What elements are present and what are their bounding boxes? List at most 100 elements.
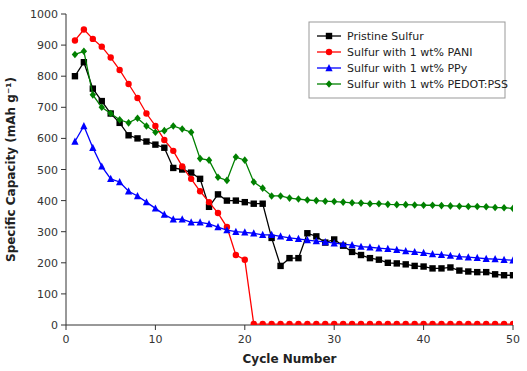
y-tick-label: 600	[37, 132, 58, 145]
y-tick-label: 200	[37, 257, 58, 270]
data-point	[394, 260, 400, 266]
data-point	[90, 91, 96, 99]
data-point	[125, 119, 131, 127]
y-tick-label: 900	[37, 39, 58, 52]
data-point	[215, 210, 221, 216]
data-point	[474, 203, 480, 211]
data-point	[134, 95, 140, 101]
y-tick	[61, 14, 66, 15]
data-point	[411, 201, 417, 209]
data-point	[259, 231, 266, 238]
data-point	[501, 204, 507, 212]
legend: Pristine SulfurSulfur with 1 wt% PANISul…	[309, 22, 508, 98]
data-point	[483, 269, 489, 275]
y-tick-label: 500	[37, 164, 58, 177]
y-tick-label: 0	[51, 319, 58, 332]
data-point	[456, 321, 462, 325]
data-point	[251, 321, 257, 325]
data-point	[492, 271, 498, 277]
data-point	[143, 198, 150, 205]
data-point	[420, 321, 426, 325]
data-point	[170, 122, 176, 130]
data-point	[259, 201, 265, 207]
data-point	[349, 249, 355, 255]
data-point	[295, 321, 301, 325]
y-tick-label: 400	[37, 195, 58, 208]
data-point	[394, 321, 400, 325]
data-point	[143, 110, 149, 116]
data-point	[241, 228, 248, 235]
y-tick	[61, 76, 66, 77]
data-point	[322, 197, 328, 205]
data-point	[509, 256, 513, 263]
data-point	[72, 37, 78, 43]
data-point	[99, 43, 105, 49]
data-point	[358, 252, 364, 258]
data-point	[233, 252, 239, 258]
data-point	[331, 239, 338, 246]
data-point	[358, 321, 364, 325]
data-point	[456, 202, 462, 210]
y-tick-label: 800	[37, 70, 58, 83]
data-point	[420, 201, 426, 209]
data-point	[366, 243, 373, 250]
data-point	[465, 203, 471, 211]
x-tick	[155, 325, 156, 330]
data-point	[438, 265, 444, 271]
data-point	[188, 218, 195, 225]
data-point	[214, 223, 221, 230]
data-point	[259, 321, 265, 325]
data-point	[242, 156, 248, 164]
data-point	[483, 203, 489, 211]
data-point	[108, 110, 114, 118]
data-point	[197, 218, 204, 225]
x-tick-label: 50	[506, 333, 520, 346]
data-point	[125, 81, 131, 87]
data-point	[402, 247, 409, 254]
data-point	[116, 67, 122, 73]
chart: 0102030405001002003004005006007008009001…	[0, 0, 527, 371]
data-point	[384, 245, 391, 252]
data-point	[322, 321, 328, 325]
data-point	[215, 173, 221, 181]
data-point	[125, 187, 132, 194]
data-point	[90, 36, 96, 42]
x-tick	[513, 325, 514, 330]
data-point	[233, 153, 239, 161]
data-point	[510, 205, 513, 213]
x-tick-label: 40	[417, 333, 431, 346]
y-tick	[61, 231, 66, 232]
data-point	[179, 163, 185, 169]
data-point	[393, 246, 400, 253]
data-point	[465, 253, 472, 260]
data-point	[438, 202, 444, 210]
series-line	[75, 51, 513, 208]
data-point	[474, 254, 481, 261]
data-point	[331, 321, 337, 325]
data-point	[429, 321, 435, 325]
data-point	[80, 122, 87, 129]
data-point	[403, 321, 409, 325]
data-point	[71, 138, 78, 145]
data-point	[447, 264, 453, 270]
data-point	[331, 198, 337, 206]
data-point	[447, 252, 454, 259]
legend-marker	[326, 33, 332, 39]
data-point	[206, 156, 212, 164]
data-point	[348, 241, 355, 248]
legend-label: Pristine Sulfur	[347, 30, 424, 43]
data-point	[313, 237, 320, 244]
data-point	[152, 128, 158, 136]
data-point	[250, 229, 257, 236]
x-tick	[423, 325, 424, 330]
data-point	[304, 321, 310, 325]
data-point	[89, 144, 96, 151]
data-point	[143, 138, 149, 144]
data-point	[143, 122, 149, 130]
data-point	[197, 176, 203, 182]
data-point	[357, 243, 364, 250]
data-point	[295, 255, 301, 261]
legend-marker	[325, 64, 332, 71]
data-point	[179, 125, 185, 133]
data-point	[367, 255, 373, 261]
